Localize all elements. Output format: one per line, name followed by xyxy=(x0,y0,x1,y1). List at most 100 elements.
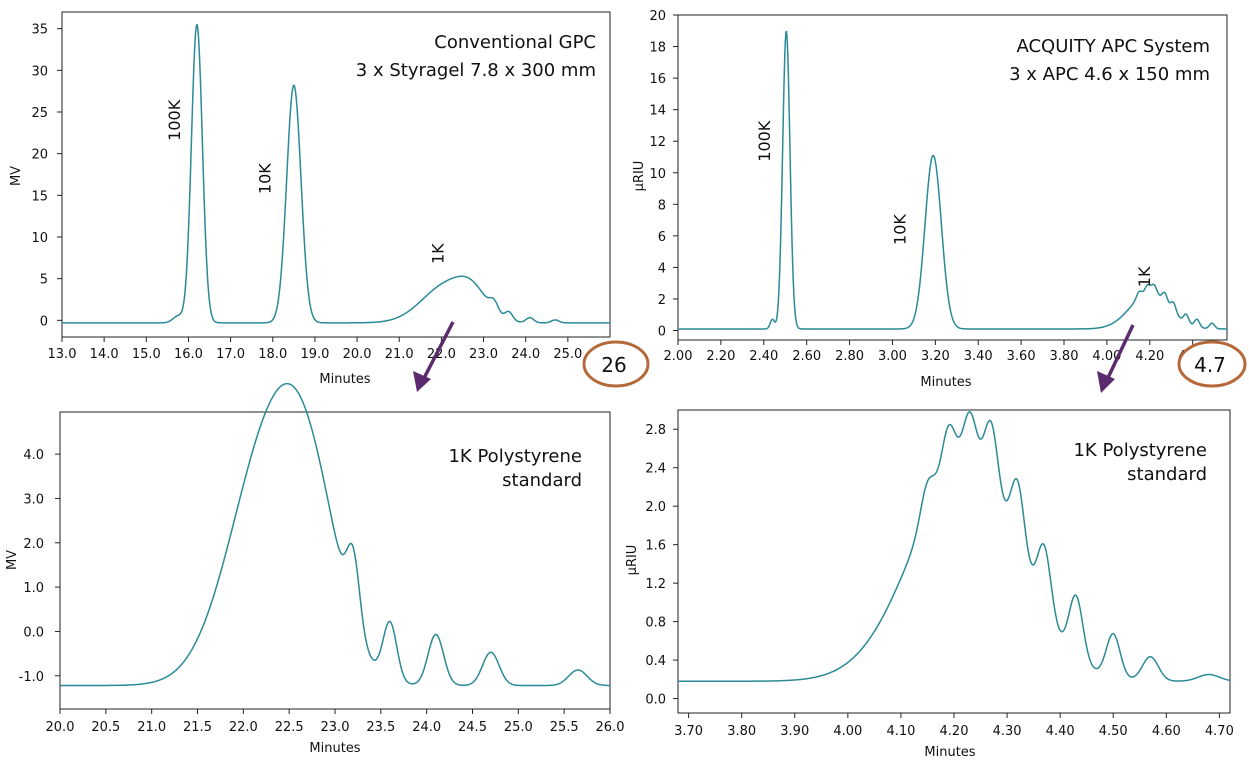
chart-title-line-1: ACQUITY APC System xyxy=(1016,36,1210,57)
panel-conventional-gpc: 13.0 14.0 15.0 16.0 17.0 18.0 19.0 20.0 21.0 22.0… xyxy=(9,11,650,392)
y-tick-label: 2.0 xyxy=(645,500,666,515)
peak-label-1k: 1K xyxy=(428,243,447,264)
chromatogram-trace xyxy=(60,382,611,687)
x-axis-label: Minutes xyxy=(319,372,370,387)
x-tick-label: 13.0 xyxy=(48,347,77,362)
x-axis-label: Minutes xyxy=(924,745,975,760)
y-tick-label: 15 xyxy=(31,189,48,204)
x-tick-label: 3.20 xyxy=(921,349,950,364)
chart-title-line-2: 3 x APC 4.6 x 150 mm xyxy=(1009,64,1210,85)
y-tick-label: 25 xyxy=(31,106,48,121)
plot-frame xyxy=(61,11,611,338)
panel-apc-1k-zoom: 3.70 3.80 3.90 4.00 4.10 4.20 4.30 4.40 4.50 4.60… xyxy=(625,409,1234,760)
y-axis-label: µRIU xyxy=(625,545,640,576)
y-tick-label: 35 xyxy=(31,23,48,38)
y-tick-label: 6 xyxy=(658,230,666,245)
y-tick-label: 2.8 xyxy=(645,423,666,438)
zoom-arrow-head xyxy=(413,371,431,392)
y-tick-label: 2.0 xyxy=(23,537,44,552)
x-tick-label: 2.00 xyxy=(664,349,693,364)
y-tick-label: 20 xyxy=(31,148,48,163)
x-tick-label: 24.0 xyxy=(412,720,441,735)
x-tick-label: 24.0 xyxy=(511,347,540,362)
peak-label-10k: 10K xyxy=(890,214,909,245)
y-tick-label: 2.4 xyxy=(645,462,666,477)
y-tick-label: 14 xyxy=(649,104,666,119)
zoom-arrow xyxy=(1104,324,1135,383)
y-tick-label: 30 xyxy=(31,64,48,79)
x-tick-label: 14.0 xyxy=(90,347,119,362)
x-tick-label: 23.0 xyxy=(469,347,498,362)
x-tick-label: 25.5 xyxy=(550,720,579,735)
x-tick-label: 21.0 xyxy=(137,720,166,735)
x-axis-label: Minutes xyxy=(920,375,971,390)
y-tick-label: 12 xyxy=(649,135,666,150)
x-tick-label: 4.10 xyxy=(886,724,915,739)
x-tick-label: 4.00 xyxy=(833,724,862,739)
x-tick-label: 19.0 xyxy=(300,347,329,362)
x-tick-label: 2.40 xyxy=(749,349,778,364)
x-tick-label: 17.0 xyxy=(216,347,245,362)
x-tick-label: 15.0 xyxy=(132,347,161,362)
y-tick-label: 4 xyxy=(658,261,666,276)
end-time-badge: 26 xyxy=(601,353,626,377)
x-tick-label: 3.60 xyxy=(1007,349,1036,364)
x-tick-label: 20.0 xyxy=(343,347,372,362)
x-tick-label: 4.60 xyxy=(1152,724,1181,739)
x-tick-label: 18.0 xyxy=(258,347,287,362)
x-tick-label: 3.70 xyxy=(674,724,703,739)
x-tick-label: 4.50 xyxy=(1099,724,1128,739)
zoom-arrow xyxy=(420,321,455,383)
x-tick-label: 25.0 xyxy=(553,347,582,362)
panel-acquity-apc: 2.00 2.20 2.40 2.60 2.80 3.00 3.20 3.40 3.60 3.80… xyxy=(632,9,1247,393)
x-tick-label: 3.80 xyxy=(1050,349,1079,364)
y-tick-label: 0 xyxy=(658,325,666,340)
peak-label-1k: 1K xyxy=(1135,266,1154,287)
y-tick-label: 3.0 xyxy=(23,492,44,507)
x-tick-label: 4.20 xyxy=(1135,349,1164,364)
y-tick-label: 1.2 xyxy=(645,577,666,592)
y-tick-label: 0.8 xyxy=(645,616,666,631)
y-tick-label: 0.4 xyxy=(645,654,666,669)
x-tick-label: 4.20 xyxy=(940,724,969,739)
y-tick-label: 10 xyxy=(649,167,666,182)
y-tick-label: 0 xyxy=(40,314,48,329)
y-tick-label: 20 xyxy=(649,9,666,24)
chart-title-line-1: 1K Polystyrene xyxy=(448,446,582,467)
y-tick-label: 8 xyxy=(658,198,666,213)
x-tick-label: 23.5 xyxy=(366,720,395,735)
end-time-badge-ring xyxy=(1177,340,1247,388)
x-tick-label: 2.20 xyxy=(706,349,735,364)
plot-frame xyxy=(677,14,1228,341)
peak-label-10k: 10K xyxy=(256,163,275,194)
y-tick-label: 1.0 xyxy=(23,581,44,596)
x-axis-label: Minutes xyxy=(309,741,360,756)
end-time-badge-ring xyxy=(582,340,650,388)
y-tick-label: 10 xyxy=(31,231,48,246)
y-tick-label: 0.0 xyxy=(645,693,666,708)
chart-title-line-2: standard xyxy=(1127,464,1207,485)
x-tick-label: 22.0 xyxy=(229,720,258,735)
chromatogram-trace xyxy=(678,411,1231,683)
x-tick-label: 3.80 xyxy=(727,724,756,739)
x-tick-label: 16.0 xyxy=(174,347,203,362)
x-tick-label: 23.0 xyxy=(321,720,350,735)
y-axis-label: µRIU xyxy=(632,161,647,192)
x-tick-label: 21.0 xyxy=(385,347,414,362)
peak-label-100k: 100K xyxy=(165,99,184,141)
x-tick-label: 22.5 xyxy=(275,720,304,735)
x-tick-label: 4.70 xyxy=(1205,724,1234,739)
chromatogram-trace xyxy=(678,30,1227,330)
y-tick-label: 5 xyxy=(40,273,48,288)
y-tick-label: -1.0 xyxy=(19,670,44,685)
chart-title-line-1: 1K Polystyrene xyxy=(1073,440,1207,461)
x-tick-label: 3.00 xyxy=(878,349,907,364)
x-tick-label: 4.00 xyxy=(1092,349,1121,364)
x-tick-label: 20.0 xyxy=(46,720,75,735)
x-tick-label: 25.0 xyxy=(504,720,533,735)
x-tick-label: 26.0 xyxy=(596,720,625,735)
x-tick-label: 3.90 xyxy=(780,724,809,739)
zoom-arrow-head xyxy=(1097,371,1115,393)
x-tick-label: 3.40 xyxy=(964,349,993,364)
